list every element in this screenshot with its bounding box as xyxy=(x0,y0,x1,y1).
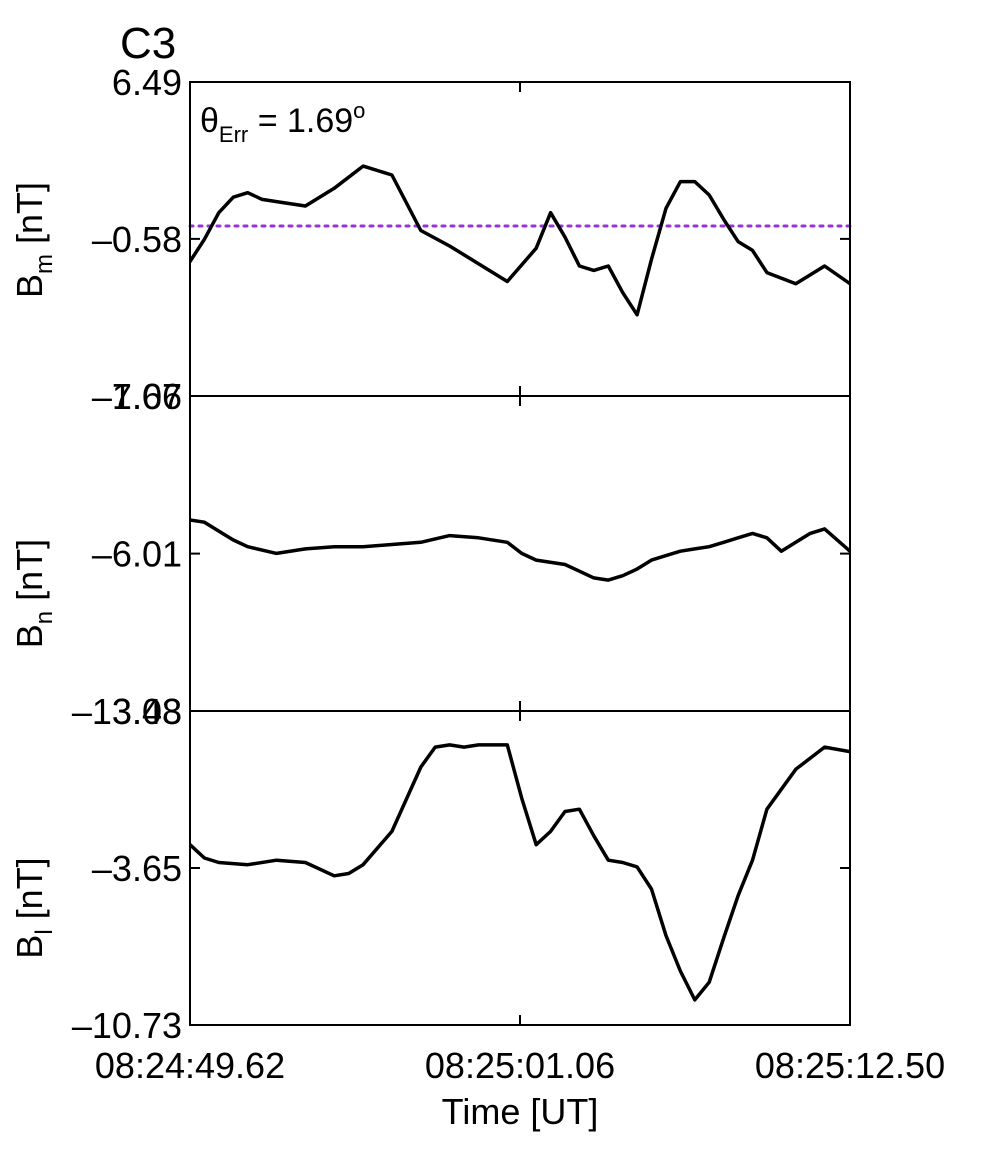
y-tick-label-Bn-0: 1.07 xyxy=(112,376,182,417)
annotation-superscript: o xyxy=(353,98,365,123)
panel-Bl: 3.43 –3.65 –10.73 Bl [nT] xyxy=(9,691,851,1046)
panel-Bm: 6.49 –0.58 –7.66 Bm [nT] xyxy=(9,62,852,417)
y-axis-label-sub: n xyxy=(31,611,58,624)
y-tick-label-Bm-1: –0.58 xyxy=(92,219,182,260)
theta-err-annotation: θErr = 1.69o xyxy=(200,98,365,147)
y-axis-label-Bm: Bm [nT] xyxy=(9,182,58,298)
y-tick-label-Bn-2: –13.08 xyxy=(72,691,182,732)
y-tick-label-Bl-2: –10.73 xyxy=(72,1005,182,1046)
y-tick-label-Bl-0: 3.43 xyxy=(112,691,182,732)
y-axis-label-sub: l xyxy=(31,929,58,934)
y-axis-label-unit: [nT] xyxy=(9,857,50,929)
annotation-symbol: θ xyxy=(200,102,219,140)
chart-title: C3 xyxy=(120,19,176,68)
panel-Bn: 1.07 –6.01 –13.08 Bn [nT] xyxy=(9,376,851,732)
x-tick-label-0: 08:24:49.62 xyxy=(95,1045,285,1086)
x-axis-label: Time [UT] xyxy=(442,1091,599,1132)
series-line-Bm xyxy=(190,164,850,317)
annotation-subscript: Err xyxy=(219,122,248,147)
y-axis-label-Bn: Bn [nT] xyxy=(9,539,58,648)
x-tick-label-2: 08:25:12.50 xyxy=(755,1045,945,1086)
y-tick-label-Bm-2: –7.66 xyxy=(92,376,182,417)
y-axis-label-sub: m xyxy=(31,254,58,274)
annotation-rest: = 1.69 xyxy=(248,102,353,140)
series-line-Bn xyxy=(190,518,850,582)
panels: 6.49 –0.58 –7.66 Bm [nT] 1.07 –6.01 –13.08 Bn [… xyxy=(9,62,852,1046)
series-line-Bl xyxy=(190,743,850,1002)
y-axis-label-main: B xyxy=(9,935,50,959)
y-tick-label-Bn-1: –6.01 xyxy=(92,534,182,575)
y-axis-label-unit: [nT] xyxy=(9,182,50,254)
y-axis-label-Bl: Bl [nT] xyxy=(9,857,58,958)
y-tick-label-Bl-1: –3.65 xyxy=(92,848,182,889)
x-tick-label-1: 08:25:01.06 xyxy=(425,1045,615,1086)
y-tick-label-Bm-0: 6.49 xyxy=(112,62,182,103)
y-axis-label-main: B xyxy=(9,274,50,298)
y-axis-label-unit: [nT] xyxy=(9,539,50,611)
y-axis-label-main: B xyxy=(9,624,50,648)
